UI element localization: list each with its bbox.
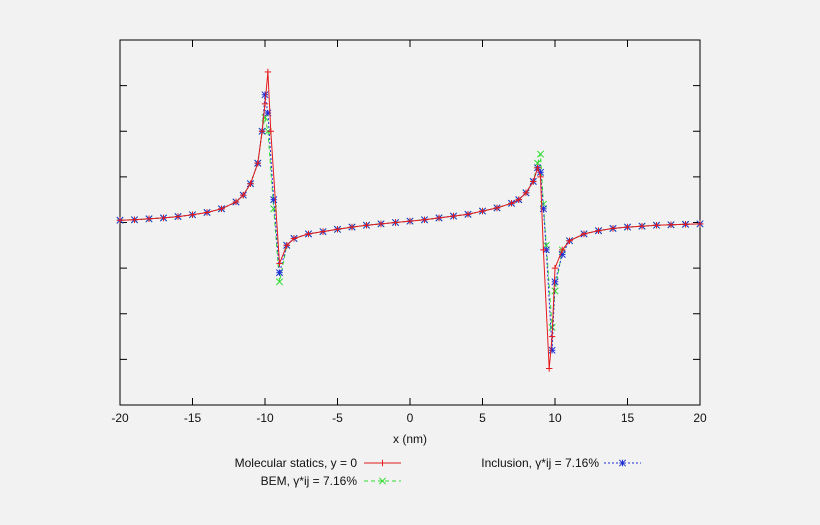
data-point [305,230,312,238]
data-point [682,221,689,228]
data-point [116,217,124,224]
legend-label: Inclusion, γ*ij = 7.16% [481,456,599,470]
data-point [653,222,660,229]
data-point [493,204,501,212]
data-point [363,222,370,229]
data-point [240,191,247,199]
data-point [334,226,341,233]
data-point [264,68,272,76]
data-point [537,173,544,181]
data-point [551,264,559,272]
x-tick-labels: -20 -15 -10 -5 0 5 10 15 20 [111,411,707,425]
data-point [559,246,566,254]
data-point [546,365,553,372]
x-tick-label: 0 [407,411,414,425]
data-point [548,346,556,354]
data-point [522,189,530,197]
data-point [348,223,356,231]
data-point [464,211,472,218]
data-point [261,91,269,99]
data-point [254,159,261,167]
data-point [667,221,675,228]
data-point [479,207,486,215]
series-line [119,71,701,369]
x-tick-label: 20 [693,411,707,425]
data-point [174,213,182,220]
data-point [515,196,522,203]
data-point [566,237,573,244]
data-point [203,209,211,216]
data-point [232,198,240,206]
data-point [275,278,284,286]
legend-marker [379,459,386,467]
data-point [276,260,283,267]
data-point [534,164,541,171]
data-point [145,215,153,223]
data-point [536,150,545,158]
data-point [218,205,225,213]
data-point [551,287,559,295]
legend-entry: BEM, γ*ij = 7.16% [261,474,401,488]
data-point [580,230,588,238]
data-point [450,212,457,220]
data-point [539,205,547,213]
data-point [548,333,556,340]
legend: Molecular statics, y = 0 Inclusion, γ*ij … [235,456,641,488]
x-tick-label: 10 [548,411,562,425]
series-layer [116,68,704,372]
data-point [283,242,290,249]
x-axis-label: x (nm) [393,432,427,446]
data-point [406,217,414,225]
x-tick-label: 15 [621,411,635,425]
legend-entry: Inclusion, γ*ij = 7.16% [481,456,641,470]
data-point [247,180,254,187]
data-point [435,214,443,222]
ticks [119,40,701,405]
x-tick-label: -15 [184,411,202,425]
legend-marker [378,477,387,485]
data-point [392,219,399,226]
data-point [258,128,266,135]
data-point [540,246,547,254]
x-tick-label: 5 [479,411,486,425]
data-point [319,228,327,235]
data-point [275,269,284,277]
data-point [530,178,537,185]
data-point [189,211,196,218]
data-point [609,225,617,232]
x-tick-label: -10 [256,411,274,425]
data-point [131,216,138,223]
x-tick-label: -5 [332,411,343,425]
data-point [508,200,515,207]
legend-marker [618,459,627,467]
data-point [624,223,631,231]
legend-entry: Molecular statics, y = 0 [235,456,401,470]
data-point [261,100,269,108]
data-point [160,214,167,222]
data-point [267,128,274,135]
data-point [290,235,298,242]
series-0 [116,68,704,372]
data-point [696,220,704,228]
data-point [377,220,385,228]
data-point [595,227,602,234]
data-point [421,216,428,223]
x-tick-label: -20 [111,411,129,425]
legend-label: BEM, γ*ij = 7.16% [261,474,358,488]
data-point [638,222,646,230]
legend-label: Molecular statics, y = 0 [235,456,358,470]
